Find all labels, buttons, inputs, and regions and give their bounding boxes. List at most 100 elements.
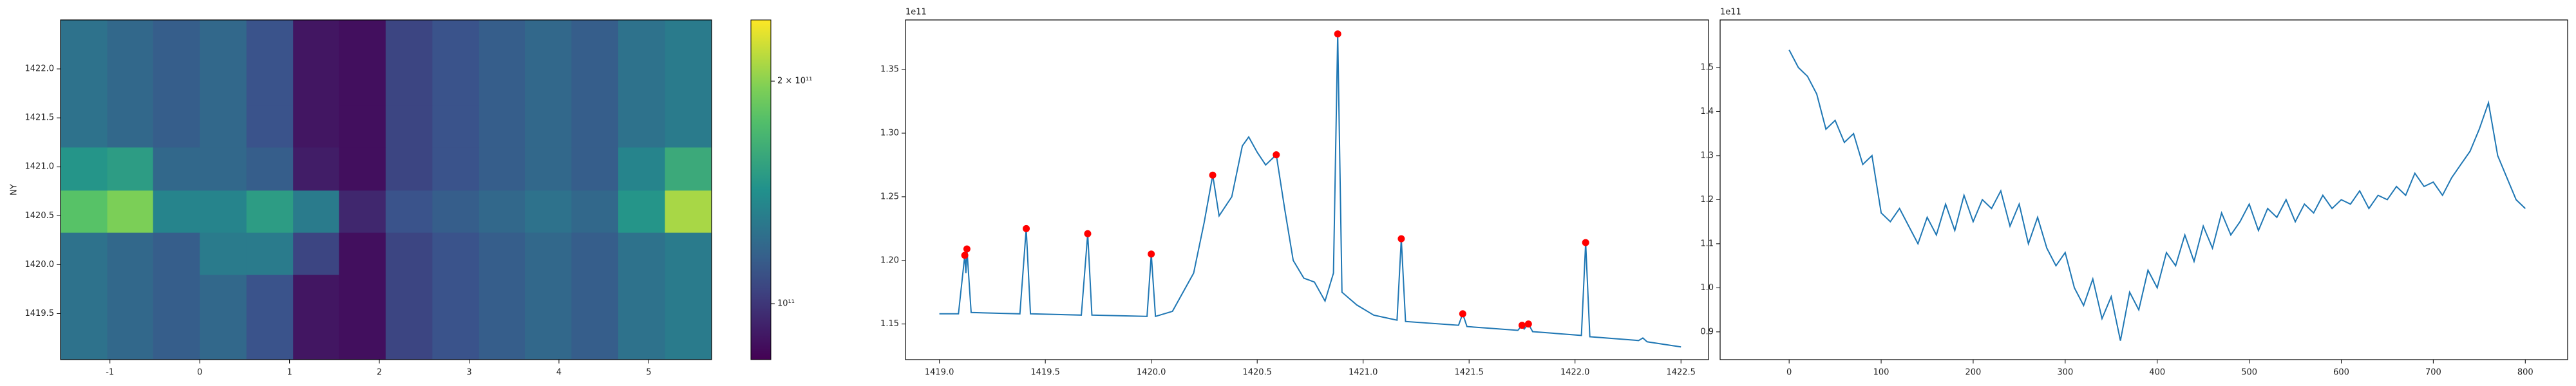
peak-marker — [1023, 225, 1030, 232]
heatmap-cell — [293, 232, 339, 275]
heatmap-cell — [432, 62, 480, 106]
y-tick-label: 1.5 — [1700, 62, 1714, 72]
series-line — [1788, 50, 2526, 341]
heatmap-cell — [385, 20, 433, 62]
y-tick-label: 1421.0 — [25, 162, 55, 172]
heatmap-cell — [665, 274, 712, 318]
x-tick-label: 2 — [377, 368, 382, 378]
x-tick-label: 1420.5 — [1242, 368, 1272, 378]
heatmap-cell — [618, 274, 665, 318]
heatmap-cell — [107, 317, 154, 360]
heatmap-cell — [432, 147, 480, 191]
heatmap-cell — [200, 232, 247, 275]
heatmap-cell — [571, 20, 619, 62]
y-tick-label: 1.25 — [880, 192, 899, 201]
peak-marker — [1084, 230, 1092, 237]
heatmap-cell — [571, 317, 619, 360]
x-tick-label: 1419.5 — [1030, 368, 1060, 378]
x-tick-label: 1420.0 — [1137, 368, 1166, 378]
heatmap-cell — [246, 147, 294, 191]
heatmap-cell — [246, 20, 294, 62]
heatmap-cell — [665, 317, 712, 360]
y-tick-label: 1.2 — [1700, 195, 1714, 205]
peak-marker — [1273, 151, 1280, 159]
x-tick-label: 500 — [2241, 368, 2257, 378]
heatmap-cell — [524, 274, 572, 318]
heatmap-cell — [107, 62, 154, 106]
heatmap-cell — [61, 274, 108, 318]
x-tick-label: 1421.5 — [1454, 368, 1484, 378]
y-tick-label: 1.35 — [880, 65, 899, 75]
x-tick-label: 1419.0 — [925, 368, 954, 378]
axes-frame — [1719, 19, 2568, 360]
heatmap-cell — [293, 190, 339, 233]
y-tick-label: 1.15 — [880, 319, 899, 329]
heatmap-cell — [293, 147, 339, 191]
axes-frame — [905, 19, 1709, 360]
x-tick-label: 1422.5 — [1666, 368, 1696, 378]
y-axis-label: NY — [10, 184, 19, 196]
heatmap-cell — [246, 232, 294, 275]
heatmap-cell — [293, 20, 339, 62]
peak-marker — [1582, 239, 1589, 246]
heatmap-cell — [571, 62, 619, 106]
y-offset-label: 1e11 — [1720, 8, 1741, 17]
heatmap-cell — [153, 105, 200, 148]
heatmap-cell — [153, 62, 200, 106]
heatmap-cell — [293, 62, 339, 106]
heatmap-cell — [385, 147, 433, 191]
heatmap-cell — [339, 190, 386, 233]
heatmap-cell — [432, 190, 480, 233]
heatmap-cell — [385, 105, 433, 148]
x-tick-label: 1421.0 — [1349, 368, 1378, 378]
heatmap-cell — [478, 317, 526, 360]
heatmap-cell — [385, 62, 433, 106]
heatmap-cell — [61, 190, 108, 233]
heatmap-cell — [61, 20, 108, 62]
heatmap-cell — [339, 62, 386, 106]
x-tick-label: 800 — [2517, 368, 2533, 378]
peak-marker — [1148, 250, 1155, 258]
x-tick-label: 5 — [646, 368, 651, 378]
x-tick-label: 400 — [2149, 368, 2165, 378]
heatmap-cell — [478, 190, 526, 233]
heatmap-cell — [107, 190, 154, 233]
y-tick-label: 1.1 — [1700, 239, 1714, 248]
x-tick-label: 700 — [2425, 368, 2441, 378]
x-tick-label: 200 — [1965, 368, 1982, 378]
peak-marker — [1518, 322, 1526, 329]
colorbar-tick-label: 2 × 10¹¹ — [777, 77, 812, 86]
peak-marker — [961, 252, 969, 259]
heatmap-cell — [432, 274, 480, 318]
x-tick-label: 0 — [197, 368, 202, 378]
heatmap-cell — [61, 232, 108, 275]
x-tick-label: -1 — [106, 368, 114, 378]
heatmap-cell — [339, 147, 386, 191]
peak-marker — [1334, 30, 1341, 38]
x-tick-label: 1422.0 — [1560, 368, 1590, 378]
heatmap-cell — [107, 105, 154, 148]
heatmap-cell — [200, 105, 247, 148]
heatmap-cell — [571, 232, 619, 275]
heatmap-cell — [524, 20, 572, 62]
y-tick-label: 1422.0 — [25, 64, 55, 74]
heatmap-cell — [524, 147, 572, 191]
heatmap-cell — [61, 147, 108, 191]
heatmap-cell — [478, 232, 526, 275]
heatmap-cell — [200, 190, 247, 233]
x-tick-label: 0 — [1786, 368, 1792, 378]
heatmap-cell — [339, 20, 386, 62]
heatmap-cell — [571, 147, 619, 191]
heatmap-cell — [107, 274, 154, 318]
x-tick-label: 1 — [287, 368, 292, 378]
peak-marker — [963, 245, 971, 253]
heatmap-cell — [200, 147, 247, 191]
heatmap-cell — [246, 62, 294, 106]
heatmap-cell — [665, 232, 712, 275]
heatmap-cell — [618, 20, 665, 62]
y-tick-label: 0.9 — [1700, 327, 1714, 336]
heatmap-cell — [339, 317, 386, 360]
y-tick-label: 1.30 — [880, 129, 899, 138]
heatmap-cell — [385, 274, 433, 318]
